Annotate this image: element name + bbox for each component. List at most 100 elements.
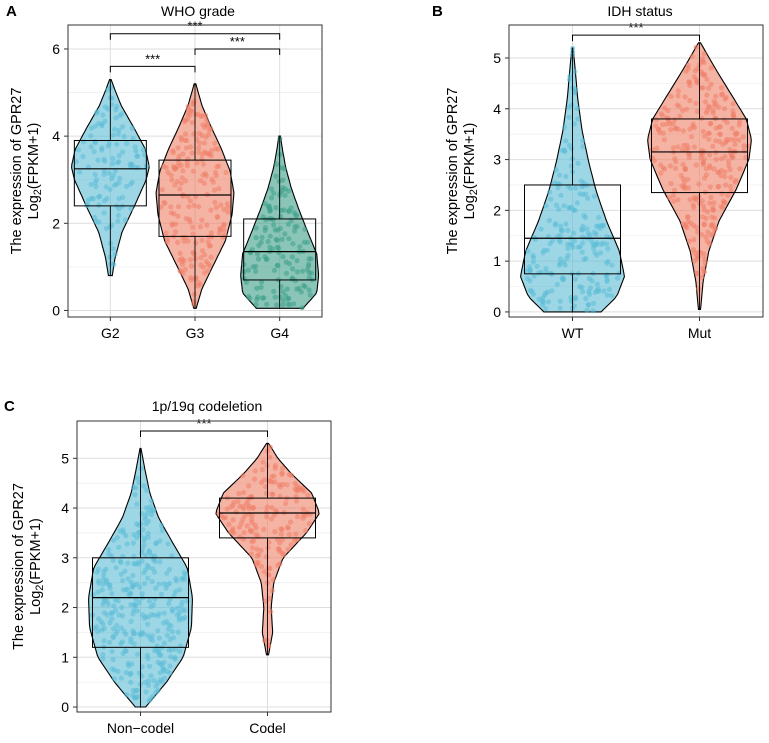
data-point	[261, 569, 267, 575]
data-point	[167, 580, 173, 587]
data-point	[293, 531, 299, 537]
data-point	[228, 504, 234, 510]
data-point	[292, 224, 298, 230]
data-point	[88, 133, 94, 139]
data-point	[579, 249, 585, 255]
data-point	[216, 185, 222, 192]
data-point	[190, 231, 196, 237]
data-point	[728, 174, 734, 181]
data-point	[153, 683, 159, 689]
data-point	[99, 587, 105, 593]
data-point	[703, 215, 709, 221]
data-point	[132, 492, 138, 498]
data-point	[124, 541, 130, 547]
data-point	[289, 254, 295, 260]
data-point	[135, 165, 141, 171]
data-point	[591, 300, 597, 306]
data-point	[593, 231, 599, 237]
data-point	[678, 172, 684, 178]
data-point	[285, 525, 291, 531]
data-point	[208, 126, 214, 132]
data-point	[101, 576, 107, 582]
data-point	[272, 529, 278, 535]
data-point	[543, 306, 549, 312]
panel-letter: A	[6, 3, 17, 20]
data-point	[269, 504, 275, 511]
significance-label: ***	[187, 19, 202, 34]
data-point	[290, 266, 296, 272]
y-tick-label: 1	[61, 649, 69, 665]
data-point	[126, 663, 132, 669]
data-point	[159, 187, 165, 193]
data-point	[706, 85, 712, 91]
data-point	[212, 187, 218, 193]
data-point	[732, 141, 738, 148]
data-point	[253, 225, 259, 231]
data-point	[531, 255, 537, 261]
data-point	[146, 614, 152, 620]
data-point	[132, 603, 138, 609]
data-point	[651, 158, 658, 164]
data-point	[557, 239, 564, 245]
data-point	[109, 222, 115, 228]
data-point	[136, 599, 142, 606]
data-point	[694, 270, 700, 276]
data-point	[702, 256, 708, 262]
data-point	[107, 639, 113, 645]
data-point	[177, 250, 183, 256]
data-point	[286, 532, 292, 538]
data-point	[187, 198, 193, 204]
data-point	[88, 195, 95, 202]
data-point	[684, 106, 690, 112]
data-point	[198, 178, 204, 184]
y-tick-label: 4	[52, 128, 60, 144]
data-point	[84, 202, 90, 208]
y-axis-unit-label: Log2(FPKM+1)	[28, 518, 46, 615]
data-point	[135, 559, 141, 565]
data-point	[244, 523, 250, 529]
data-point	[143, 552, 149, 558]
data-point	[122, 217, 128, 223]
data-point	[267, 454, 273, 460]
data-point	[553, 167, 559, 173]
data-point	[125, 576, 131, 582]
data-point	[204, 123, 210, 129]
data-point	[303, 528, 309, 534]
data-point	[704, 76, 710, 83]
data-point	[191, 301, 197, 307]
chart-title: WHO grade	[161, 3, 235, 19]
data-point	[596, 214, 602, 221]
data-point	[693, 224, 699, 230]
bracket-line	[572, 34, 700, 42]
data-point	[719, 91, 726, 97]
data-point	[88, 181, 94, 187]
y-unit-sub: 2	[468, 189, 480, 195]
data-point	[248, 493, 255, 499]
data-point	[118, 640, 124, 647]
data-point	[586, 275, 592, 282]
data-point	[121, 134, 127, 140]
data-point	[165, 541, 171, 547]
data-point	[264, 301, 270, 307]
data-point	[179, 261, 185, 267]
data-point	[657, 130, 663, 136]
data-point	[701, 156, 707, 162]
data-point	[705, 209, 711, 215]
data-point	[539, 298, 546, 304]
data-point	[113, 607, 119, 614]
data-point	[96, 202, 102, 208]
data-point	[156, 581, 162, 587]
data-point	[202, 252, 208, 258]
data-point	[142, 516, 148, 522]
data-point	[300, 506, 306, 512]
data-point	[653, 123, 659, 129]
data-point	[703, 172, 710, 178]
data-point	[172, 165, 178, 171]
data-point	[246, 483, 252, 489]
data-point	[279, 465, 286, 471]
data-point	[77, 169, 83, 175]
data-point	[654, 145, 660, 151]
data-point	[102, 158, 108, 164]
y-tick-label: 3	[493, 152, 501, 168]
data-point	[734, 130, 740, 137]
